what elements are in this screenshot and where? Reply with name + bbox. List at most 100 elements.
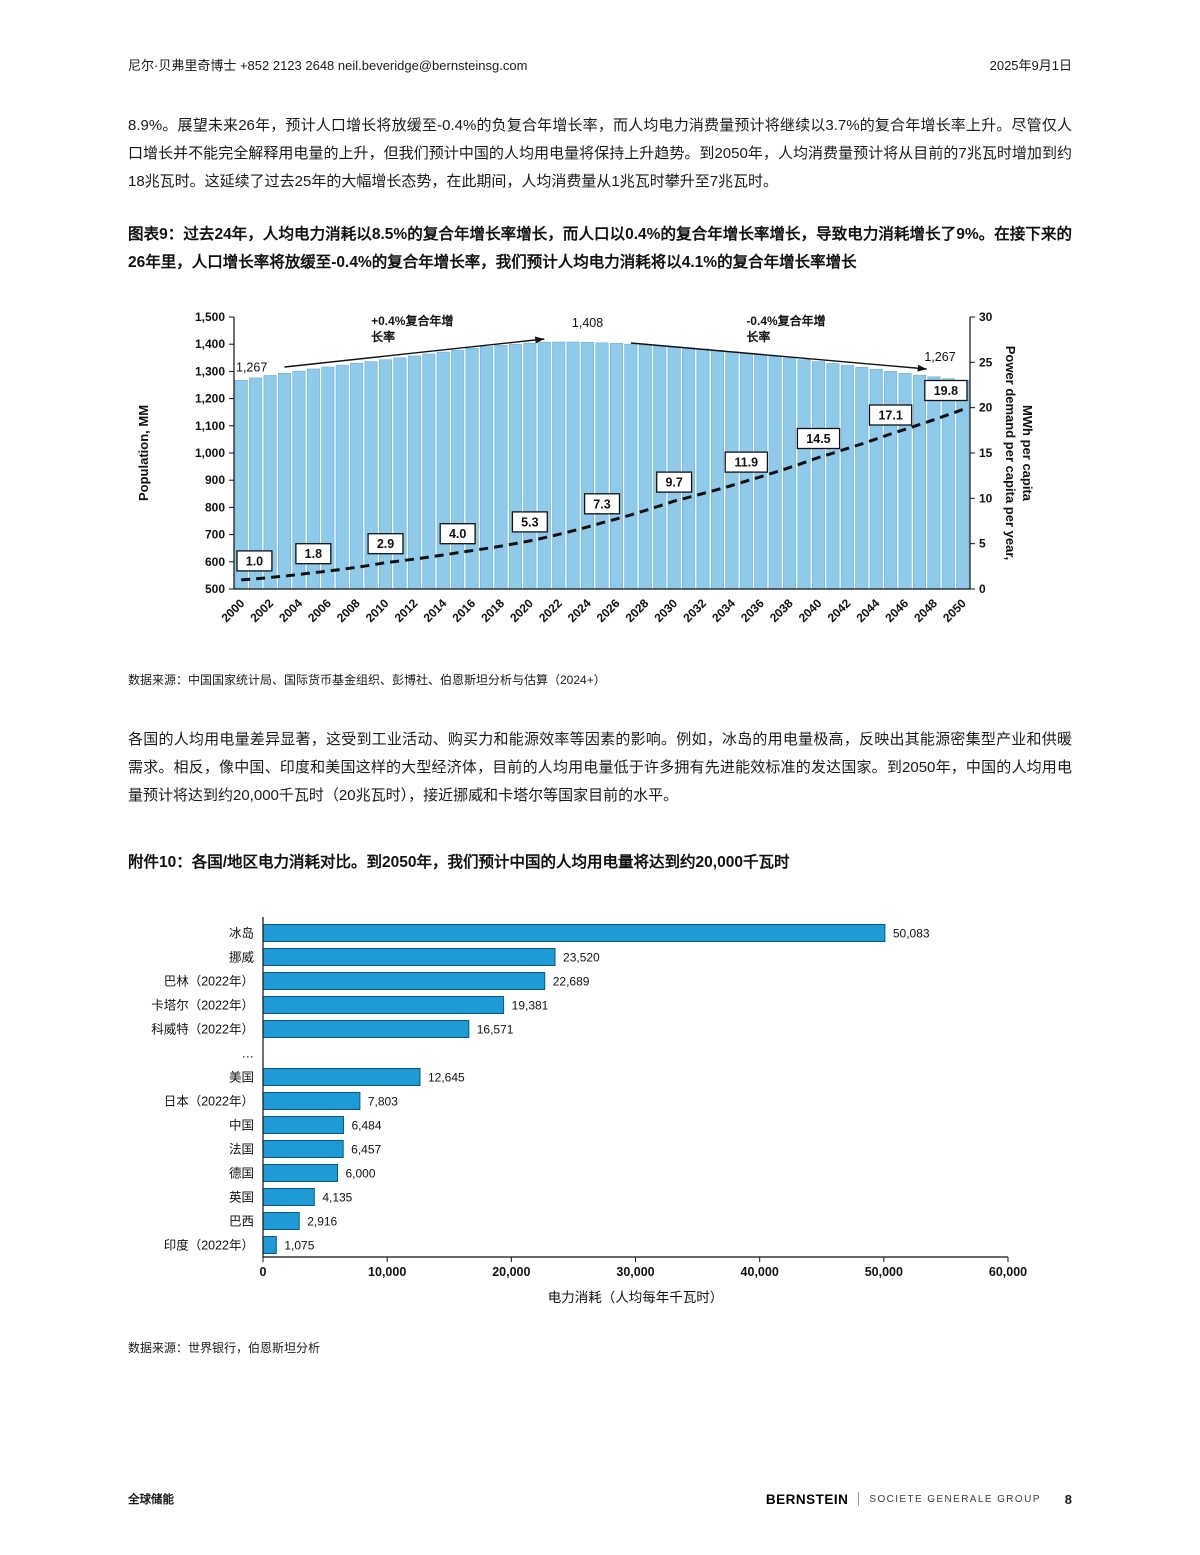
- line-value-label: 19.8: [934, 384, 958, 398]
- cagr-up-label: +0.4%复合年增: [371, 313, 453, 328]
- bar-value-label: 19,381: [512, 999, 549, 1013]
- bar-value-label: 6,000: [346, 1167, 376, 1181]
- bar-value-label: 6,457: [351, 1143, 381, 1157]
- year-tick-label: 2046: [882, 596, 911, 625]
- population-bar: [884, 371, 898, 590]
- bar-value-label: 50,083: [893, 927, 930, 941]
- left-tick-label: 1,300: [195, 364, 225, 378]
- year-tick-label: 2012: [392, 596, 421, 625]
- x-tick-label: 20,000: [492, 1265, 530, 1279]
- population-bar: [624, 343, 638, 590]
- line-value-box: [367, 533, 404, 555]
- population-bar: [407, 355, 421, 590]
- left-tick-label: 1,400: [195, 337, 225, 351]
- population-bar: [638, 344, 652, 590]
- year-tick-label: 2028: [623, 596, 652, 625]
- country-bar: [262, 1068, 421, 1087]
- line-value-box: [511, 511, 548, 533]
- left-tick-label: 600: [205, 555, 225, 569]
- population-bar: [941, 378, 955, 590]
- line-value-box: [924, 379, 968, 402]
- cagr-down-label: -0.4%复合年增: [746, 313, 825, 328]
- population-end-label: 1,267: [924, 350, 955, 364]
- cagr-up-arrow: [284, 336, 545, 368]
- year-tick-label: 2004: [276, 596, 305, 625]
- mwh-per-capita-line: [241, 408, 964, 582]
- bar-value-label: 22,689: [553, 975, 590, 989]
- analyst-contact: 尼尔·贝弗里奇博士 +852 2123 2648 neil.beveridge@…: [128, 58, 528, 73]
- left-tick-label: 1,000: [195, 446, 225, 460]
- population-bar: [840, 365, 854, 590]
- population-bar: [783, 357, 797, 590]
- exhibit10-chart: 冰岛 50,083 挪威 23,520 巴林（2022年） 22,689 卡塔尔（2022年…: [128, 913, 1072, 1313]
- country-label: 日本（2022年）: [164, 1095, 254, 1109]
- right-tick-label: 5: [979, 537, 986, 551]
- population-start-label: 1,267: [236, 360, 267, 374]
- country-bar: [262, 996, 505, 1015]
- country-bar: [262, 1092, 361, 1111]
- right-axis-title: MWh per capita: [1020, 405, 1035, 502]
- year-tick-label: 2020: [507, 596, 536, 625]
- left-tick-label: 1,500: [195, 310, 225, 324]
- year-tick-label: 2006: [305, 596, 334, 625]
- line-value-box: [796, 427, 841, 450]
- left-tick-label: 1,200: [195, 392, 225, 406]
- bar-value-label: 23,520: [563, 951, 600, 965]
- country-label: …: [242, 1047, 255, 1061]
- left-tick-label: 800: [205, 500, 225, 514]
- right-tick-label: 25: [979, 355, 993, 369]
- line-value-box: [439, 523, 476, 545]
- paragraph-population-growth: 8.9%。展望未来26年，预计人口增长将放缓至-0.4%的负复合年增长率，而人均…: [128, 117, 1072, 190]
- right-tick-label: 30: [979, 310, 993, 324]
- exhibit10-bar-chart: 冰岛 50,083 挪威 23,520 巴林（2022年） 22,689 卡塔尔（2022年…: [151, 917, 1027, 1305]
- country-bar: [262, 924, 886, 943]
- country-bar: [262, 1188, 315, 1207]
- country-label: 巴西: [229, 1215, 254, 1229]
- bar-value-label: 2,916: [307, 1215, 337, 1229]
- country-label: 中国: [229, 1118, 254, 1133]
- country-label: 法国: [229, 1143, 254, 1157]
- line-value-box: [656, 471, 693, 493]
- year-tick-label: 2050: [940, 596, 969, 625]
- year-tick-label: 2026: [594, 596, 623, 625]
- year-tick-label: 2014: [421, 596, 450, 625]
- population-bar: [653, 345, 667, 590]
- country-label: 挪威: [229, 951, 255, 965]
- year-tick-label: 2036: [738, 596, 767, 625]
- year-tick-label: 2002: [247, 596, 276, 625]
- country-label: 卡塔尔（2022年）: [151, 998, 254, 1013]
- population-bar: [811, 361, 825, 590]
- line-value-label: 2.9: [377, 537, 394, 551]
- year-tick-label: 2016: [449, 596, 478, 625]
- country-bar: [262, 1164, 338, 1183]
- country-label: 德国: [229, 1166, 254, 1181]
- bar-value-label: 4,135: [322, 1191, 352, 1205]
- x-tick-label: 50,000: [865, 1265, 903, 1279]
- x-axis-title: 电力消耗（人均每年千瓦时）: [548, 1290, 724, 1305]
- bar-value-label: 6,484: [352, 1119, 382, 1133]
- left-axis-title: Population, MM: [136, 405, 151, 501]
- population-bar: [494, 345, 508, 590]
- line-value-label: 1.8: [305, 547, 322, 561]
- bar-value-label: 1,075: [284, 1239, 314, 1253]
- population-bar: [465, 348, 479, 590]
- left-tick-label: 500: [205, 582, 225, 596]
- year-tick-label: 2022: [536, 596, 565, 625]
- year-tick-label: 2040: [796, 596, 825, 625]
- population-bar: [581, 342, 595, 590]
- country-bar: [262, 1236, 277, 1255]
- population-bar: [696, 348, 710, 590]
- country-bar: [262, 972, 546, 991]
- line-value-label: 11.9: [734, 456, 758, 470]
- country-label: 印度（2022年）: [164, 1238, 254, 1253]
- population-bar: [667, 346, 681, 590]
- x-tick-label: 10,000: [368, 1265, 406, 1279]
- population-bar: [537, 342, 551, 590]
- line-value-box: [236, 550, 273, 572]
- population-bar: [277, 373, 292, 590]
- bar-value-label: 16,571: [477, 1023, 514, 1037]
- country-label: 美国: [229, 1071, 254, 1085]
- cagr-down-label: 长率: [746, 329, 770, 344]
- year-tick-label: 2044: [854, 596, 883, 625]
- population-bar: [566, 341, 580, 590]
